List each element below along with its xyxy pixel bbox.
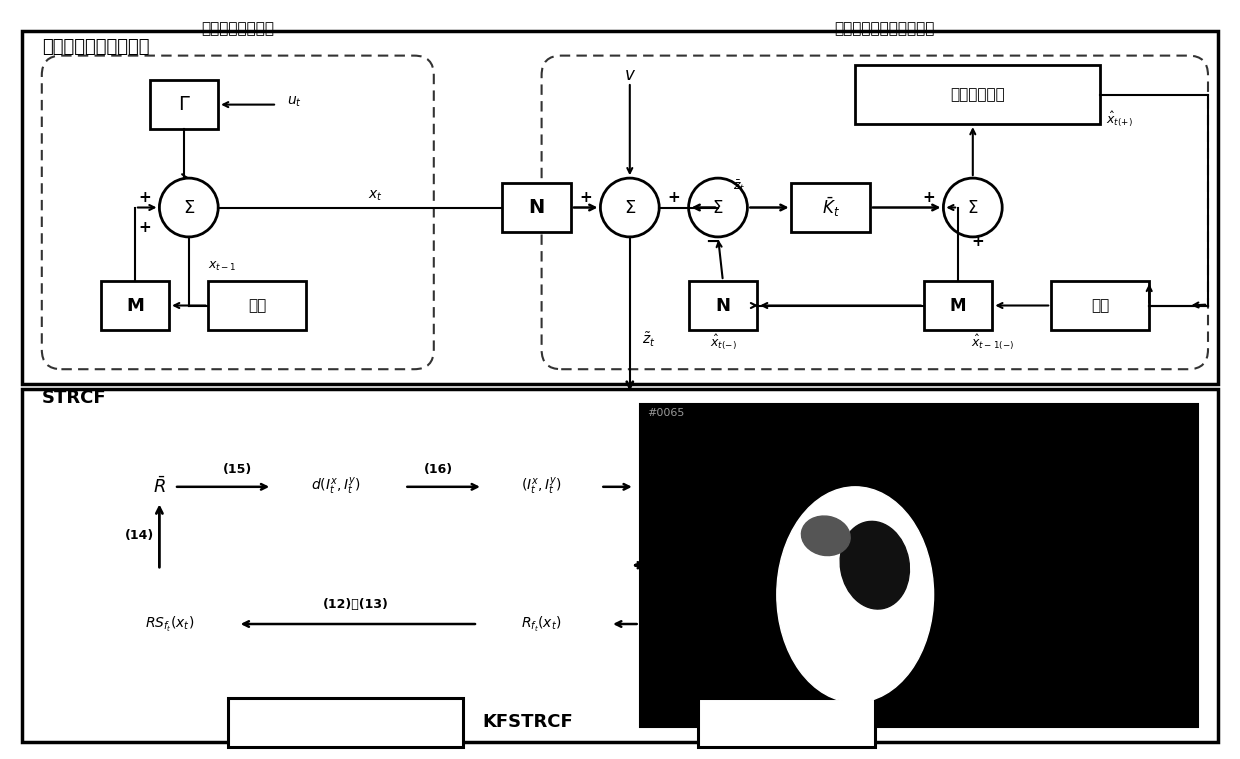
Ellipse shape [776,487,934,702]
Text: $\Gamma$: $\Gamma$ [177,95,190,114]
Circle shape [600,178,660,237]
Text: −: − [706,233,720,250]
Text: N: N [715,297,730,314]
Text: 离散时间卡尔曼估计器: 离散时间卡尔曼估计器 [42,38,149,56]
Text: $\bar{R}$: $\bar{R}$ [153,477,166,497]
Bar [688,281,758,330]
Text: 离散时间系统测量: 离散时间系统测量 [201,21,274,36]
Bar [228,698,464,747]
Bar [22,389,1218,742]
Text: $\bar{K}_t$: $\bar{K}_t$ [822,196,839,219]
Ellipse shape [801,516,851,556]
Text: $\bar{z}_t$: $\bar{z}_t$ [733,178,745,194]
Bar [1052,281,1149,330]
Text: $v$: $v$ [624,66,636,84]
Text: $\Sigma$: $\Sigma$ [182,199,195,216]
Bar [698,698,874,747]
Text: +: + [579,191,591,205]
Circle shape [688,178,748,237]
Bar [208,281,306,330]
Text: (12)和(13): (12)和(13) [322,598,388,611]
Text: +: + [923,191,935,205]
Text: $\Sigma$: $\Sigma$ [624,199,636,216]
Bar [502,183,570,232]
Text: $x_t$: $x_t$ [367,188,382,203]
Text: $\hat{x}_{t(-)}$: $\hat{x}_{t(-)}$ [709,332,737,351]
Text: $\hat{x}_{t(+)}$: $\hat{x}_{t(+)}$ [1106,109,1133,129]
Bar [22,31,1218,384]
Text: STRCF: STRCF [894,713,959,731]
Text: $\tilde{z}_t$: $\tilde{z}_t$ [641,331,655,349]
Text: $RS_{f_t}(x_t)$: $RS_{f_t}(x_t)$ [145,615,193,634]
Text: +: + [139,219,151,235]
Bar [150,80,218,129]
Text: +: + [971,235,985,249]
Bar [100,281,169,330]
Text: 离散时间系统副本子系统: 离散时间系统副本子系统 [835,21,935,36]
Text: (14): (14) [125,529,154,543]
Text: KFSTRCF: KFSTRCF [482,713,574,731]
Text: $u_t$: $u_t$ [286,94,301,109]
Text: #0065: #0065 [647,408,684,418]
Text: +: + [139,191,151,205]
Text: M: M [126,297,144,314]
Text: $\Sigma$: $\Sigma$ [967,199,978,216]
Text: N: N [528,198,544,217]
Text: $R_{f_t}(x_t)$: $R_{f_t}(x_t)$ [521,615,562,634]
Text: (15): (15) [223,463,253,476]
Text: $d(I_t^x, I_t^y)$: $d(I_t^x, I_t^y)$ [311,476,361,497]
Text: 步长控制方法: 步长控制方法 [950,87,1006,102]
Text: (16): (16) [424,463,454,476]
Text: 延时: 延时 [1091,298,1110,313]
Circle shape [944,178,1002,237]
Text: 延时: 延时 [248,298,267,313]
Text: $\hat{x}_{t-1(-)}$: $\hat{x}_{t-1(-)}$ [971,332,1014,351]
Text: $x_{t-1}$: $x_{t-1}$ [208,260,237,272]
Circle shape [160,178,218,237]
Text: M: M [950,297,966,314]
Text: STRCF: STRCF [42,389,107,407]
Bar [856,65,1100,124]
Ellipse shape [841,521,909,609]
Bar [640,404,1198,727]
Bar [924,281,992,330]
Text: $(I_t^x, I_t^y)$: $(I_t^x, I_t^y)$ [521,476,562,497]
Bar [791,183,870,232]
Text: $\Sigma$: $\Sigma$ [712,199,724,216]
Text: +: + [667,191,681,205]
